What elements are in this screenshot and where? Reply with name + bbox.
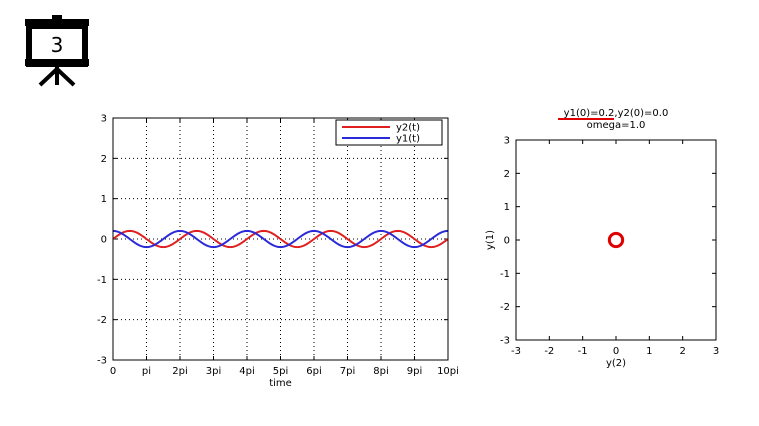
phase-x-axis-label: y(2) [606,358,626,369]
x-tick-label: 5pi [273,366,289,377]
phase-orbit [607,231,625,249]
slide-number-icon: 3 [22,15,92,87]
phase-y-tick-label: 3 [504,136,510,147]
legend-box [335,119,443,146]
phase-y-tick-label: 2 [504,169,510,180]
x-tick-label: 10pi [437,366,459,377]
phase-y-axis-label: y(1) [485,230,496,250]
x-tick-label: 8pi [373,366,389,377]
x-tick-label: 7pi [340,366,356,377]
plot-frame [112,117,449,361]
phase-y-tick-label: 1 [504,202,510,213]
phase-x-tick-label: -2 [544,346,554,357]
y-tick-label: 2 [101,154,107,165]
phase-y-tick-labels: 3 2 1 0 -1 -2 -3 [500,136,510,347]
phase-title-omega: omega=1.0 [587,120,646,131]
phase-portrait-chart: y1(0)=0.2,y2(0)=0.0 omega=1.0 -3 -2 -1 0 1 2 3… [485,108,719,369]
x-tick-label: 4pi [239,366,255,377]
phase-plot-frame [515,139,717,341]
x-tick-labels: 0 pi 2pi 3pi 4pi 5pi 6pi 7pi 8pi 9pi 10pi [110,366,459,377]
y-tick-label: 0 [101,235,107,246]
phase-x-tick-labels: -3 -2 -1 0 1 2 3 [511,346,719,357]
slide-number: 3 [51,33,64,57]
legend-label-y2: y2(t) [396,123,420,134]
y-tick-label: 1 [101,194,107,205]
x-tick-label: 3pi [206,366,222,377]
y-tick-label: -3 [97,356,107,367]
phase-x-tick-label: -1 [578,346,588,357]
x-tick-label: 0 [110,366,116,377]
phase-y-tick-label: -1 [500,269,510,280]
y-tick-label: -1 [97,275,107,286]
chart-series [112,229,449,249]
time-series-chart: 3 2 1 0 -1 -2 -3 0 pi 2pi 3pi 4pi 5pi 6pi 7pi 8pi 9pi 10… [97,114,459,390]
y-tick-labels: 3 2 1 0 -1 -2 -3 [97,114,107,367]
legend-label-y1: y1(t) [396,134,420,145]
presentation-board-icon: 3 [25,15,89,87]
y-tick-label: 3 [101,114,107,125]
y-tick-label: -2 [97,315,107,326]
series-line-y2t [112,229,449,249]
phase-x-tick-label: 0 [613,346,619,357]
phase-y-tick-label: 0 [504,236,510,247]
x-tick-label: pi [142,366,151,377]
phase-title-initial-conditions: y1(0)=0.2,y2(0)=0.0 [564,108,669,119]
phase-x-tick-label: 1 [646,346,652,357]
phase-ticks [515,139,717,341]
phase-x-tick-label: 2 [679,346,685,357]
x-tick-label: 6pi [306,366,322,377]
series-line-y1t [112,229,449,249]
x-tick-label: 2pi [172,366,188,377]
x-axis-label: time [269,378,292,389]
phase-x-tick-label: -3 [511,346,521,357]
x-tick-label: 9pi [407,366,423,377]
chart-legend: y2(t) y1(t) [335,119,443,146]
phase-x-tick-label: 3 [713,346,719,357]
phase-y-tick-label: -3 [500,336,510,347]
phase-y-tick-label: -2 [500,302,510,313]
